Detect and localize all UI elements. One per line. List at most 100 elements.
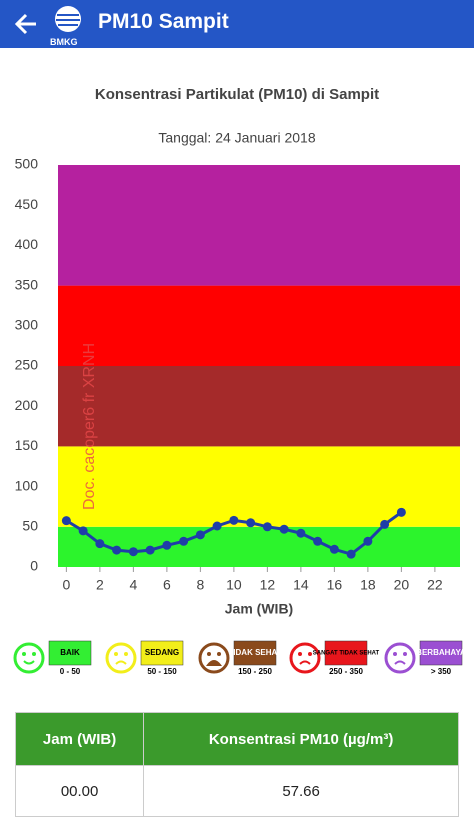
- header-cell: Jam (WIB): [14, 712, 145, 766]
- y-tick-label: 350: [15, 276, 39, 292]
- legend-mouth: [299, 660, 311, 665]
- y-tick-label: 300: [15, 317, 39, 333]
- app-title: PM10 Sampit: [98, 10, 229, 33]
- legend-swatch: [48, 640, 92, 666]
- y-tick-label: 0: [30, 558, 38, 574]
- y-tick-label: 50: [22, 518, 38, 534]
- table-row: 00.00 57.66: [14, 765, 459, 817]
- y-tick-label: 100: [15, 477, 39, 493]
- legend-label: BERBAHAYA: [416, 648, 466, 657]
- chart: Konsentrasi Partikulat (PM10) di Sampit …: [13, 85, 466, 677]
- legend-mouth: [115, 660, 127, 665]
- legend-item: SANGAT TIDAK SEHAT 250 - 350: [289, 640, 380, 676]
- point: [195, 530, 205, 540]
- y-tick-label: 250: [15, 357, 39, 373]
- point: [329, 544, 339, 554]
- point: [78, 526, 88, 536]
- x-tick-label: 2: [96, 577, 104, 593]
- legend-range: 150 - 250: [238, 667, 272, 676]
- legend-label: BAIK: [60, 648, 80, 657]
- legend-item: BERBAHAYA > 350: [384, 640, 466, 676]
- header-cell: Konsentrasi PM10 (µg/m³): [143, 712, 459, 766]
- point: [380, 519, 390, 529]
- legend-eye: [124, 652, 128, 656]
- y-tick-label: 150: [15, 437, 39, 453]
- legend-swatch: [324, 640, 368, 666]
- point: [246, 518, 256, 528]
- legend-item: SEDANG 50 - 150: [105, 640, 184, 676]
- legend-eye: [32, 652, 36, 656]
- legend-eye: [308, 652, 312, 656]
- point: [162, 540, 172, 550]
- legend-range: 50 - 150: [147, 667, 177, 676]
- x-tick-label: 20: [394, 577, 410, 593]
- legend-item: BAIK 0 - 50: [13, 640, 92, 676]
- x-tick-label: 6: [163, 577, 171, 593]
- chart-title: Konsentrasi Partikulat (PM10) di Sampit: [95, 86, 379, 103]
- band: [58, 526, 460, 567]
- chart-subtitle: Tanggal: 24 Januari 2018: [158, 130, 315, 146]
- legend-label: SANGAT TIDAK SEHAT: [313, 651, 380, 657]
- point: [262, 522, 272, 532]
- band: [58, 285, 460, 366]
- x-tick-label: 10: [226, 577, 242, 593]
- legend-range: 250 - 350: [329, 667, 363, 676]
- cell: 00.00: [14, 765, 145, 817]
- x-tick-label: 16: [327, 577, 343, 593]
- x-tick-label: 18: [360, 577, 376, 593]
- back-button[interactable]: [8, 0, 48, 48]
- legend-label: SEDANG: [145, 648, 179, 657]
- legend-face: [384, 642, 416, 674]
- y-tick-label: 400: [15, 236, 39, 252]
- y-tick-label: 450: [15, 196, 39, 212]
- point: [229, 515, 239, 525]
- y-tick-label: 500: [15, 156, 39, 172]
- legend-mouth: [205, 660, 223, 666]
- point: [179, 536, 189, 546]
- point: [128, 547, 138, 557]
- point: [346, 549, 356, 559]
- x-tick-label: 4: [129, 577, 137, 593]
- point: [95, 539, 105, 549]
- legend-eye: [22, 652, 26, 656]
- x-tick-label: 14: [293, 577, 309, 593]
- band: [58, 366, 460, 447]
- y-tick-label: 200: [15, 397, 39, 413]
- legend-item: TIDAK SEHAT 150 - 250: [198, 640, 282, 676]
- table-header: Jam (WIB) Konsentrasi PM10 (µg/m³): [14, 712, 459, 766]
- legend-eye: [217, 652, 221, 656]
- point: [279, 524, 289, 534]
- data-table: Jam (WIB) Konsentrasi PM10 (µg/m³) 00.00…: [14, 712, 459, 817]
- point: [61, 516, 71, 526]
- legend-eye: [207, 652, 211, 656]
- point: [112, 545, 122, 555]
- point: [396, 507, 406, 517]
- legend-swatch: [233, 640, 277, 666]
- app-bar: BMKG PM10 Sampit: [0, 0, 474, 48]
- x-tick-label: 0: [62, 577, 70, 593]
- legend-face: [198, 642, 230, 674]
- legend-eye: [298, 652, 302, 656]
- x-tick-label: 22: [427, 577, 443, 593]
- legend-swatch: [419, 640, 463, 666]
- legend-range: 0 - 50: [60, 667, 81, 676]
- legend-mouth: [23, 660, 35, 665]
- point: [313, 536, 323, 546]
- legend-face: [289, 642, 321, 674]
- x-tick-label: 8: [196, 577, 204, 593]
- x-axis-label: Jam (WIB): [225, 601, 293, 617]
- legend-range: > 350: [431, 667, 452, 676]
- legend-face: [105, 642, 137, 674]
- legend-eye: [403, 652, 407, 656]
- point: [296, 528, 306, 538]
- point: [145, 545, 155, 555]
- legend-mouth: [394, 660, 406, 665]
- legend-face: [13, 642, 45, 674]
- legend-eye: [393, 652, 397, 656]
- logo-icon: [55, 6, 81, 32]
- legend-swatch: [140, 640, 184, 666]
- legend-label: TIDAK SEHAT: [228, 648, 281, 657]
- point: [212, 521, 222, 531]
- x-tick-label: 12: [260, 577, 276, 593]
